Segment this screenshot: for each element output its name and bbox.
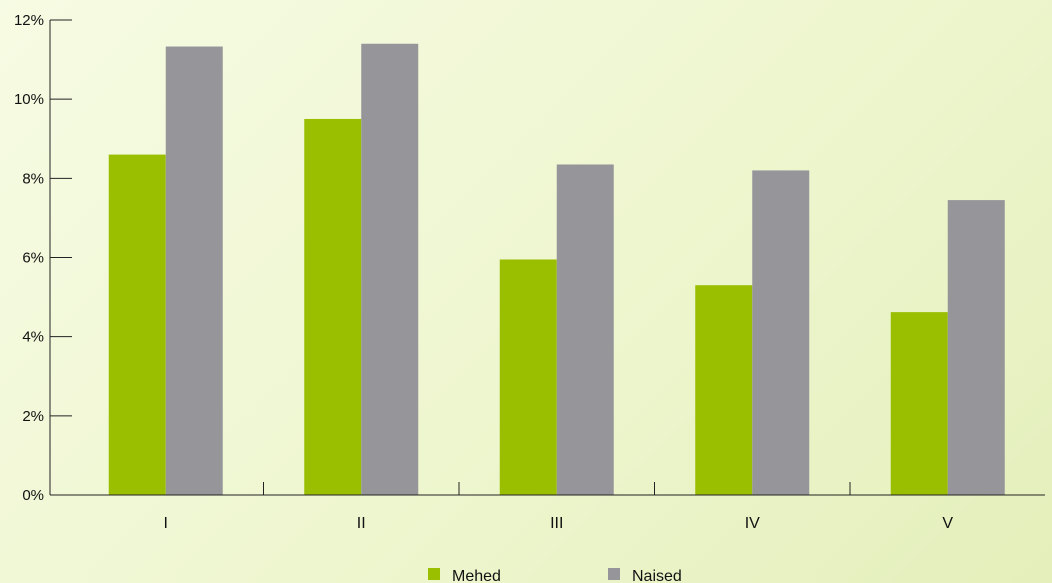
bar-mehed-ii [304, 118, 362, 496]
y-tick-label: 10% [14, 91, 44, 108]
x-category-label: I [164, 515, 168, 532]
bar-naised-ii [361, 43, 419, 495]
y-tick-label: 6% [22, 250, 44, 267]
legend-label-mehed: Mehed [452, 568, 501, 583]
x-category-label: III [550, 515, 563, 532]
y-tick-label: 4% [22, 329, 44, 346]
bar-mehed-iv [695, 285, 753, 495]
legend-label-naised: Naised [632, 568, 682, 583]
legend: Mehed Naised [428, 568, 682, 583]
x-category-label: IV [745, 515, 760, 532]
y-tick-label: 2% [22, 408, 44, 425]
bar-naised-iii [556, 164, 614, 496]
y-tick-label: 12% [14, 12, 44, 29]
bar-naised-iv [752, 170, 810, 496]
legend-swatch-naised [608, 568, 620, 580]
bars-layer [108, 43, 1005, 496]
bar-mehed-v [890, 312, 948, 496]
y-tick-label: 0% [22, 487, 44, 504]
x-category-label: V [942, 515, 953, 532]
bar-naised-v [947, 200, 1005, 495]
bar-mehed-i [108, 154, 166, 495]
y-tick-label: 8% [22, 170, 44, 187]
axes-layer [49, 19, 1045, 496]
bar-naised-i [165, 46, 223, 496]
labels-layer: 0%2%4%6%8%10%12%I II III IV V [14, 12, 953, 532]
x-category-label: II [357, 515, 366, 532]
bar-mehed-iii [499, 259, 557, 495]
legend-swatch-mehed [428, 568, 440, 580]
